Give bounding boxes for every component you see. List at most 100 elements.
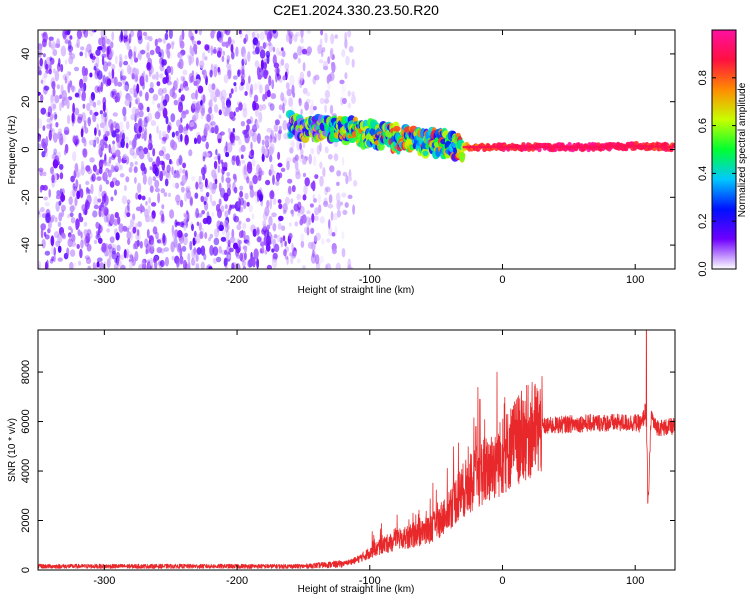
- spectrogram-noise-cell: [133, 92, 136, 98]
- spectrogram-noise-cell: [351, 91, 355, 96]
- spectrogram-noise-cell: [345, 175, 349, 185]
- spectrogram-noise-cell: [99, 139, 105, 147]
- spectrogram-noise-cell: [249, 256, 255, 266]
- spectrogram-noise-cell: [223, 74, 229, 84]
- spectrogram-noise-cell: [213, 66, 218, 78]
- spectrogram-noise-cell: [113, 243, 117, 250]
- spectrogram-noise-cell: [161, 130, 167, 138]
- spectrogram-noise-cell: [326, 75, 330, 84]
- spectrogram-noise-cell: [70, 190, 73, 198]
- spectrogram-noise-cell: [226, 66, 232, 76]
- spectrogram-noise-cell: [111, 31, 115, 41]
- spectrogram-noise-cell: [138, 102, 144, 111]
- spectrogram-noise-cell: [297, 212, 301, 217]
- spectrogram-noise-cell: [279, 78, 283, 83]
- spectrogram-noise-cell: [101, 206, 105, 218]
- spectrogram-noise-cell: [268, 41, 272, 47]
- spectrogram-noise-cell: [122, 225, 128, 232]
- spectrogram-noise-cell: [179, 83, 184, 91]
- spectrogram-noise-cell: [126, 199, 131, 205]
- spectrogram-noise-cell: [102, 101, 106, 112]
- spectrogram-noise-cell: [231, 262, 237, 268]
- spectrogram-noise-cell: [183, 126, 187, 132]
- spectrogram-noise-cell: [311, 180, 316, 192]
- spectrogram-noise-cell: [195, 253, 199, 262]
- spectrogram-noise-cell: [263, 58, 268, 66]
- spectrogram-noise-cell: [120, 30, 124, 42]
- spectrogram-noise-cell: [222, 166, 228, 172]
- spectrogram-noise-cell: [288, 252, 294, 257]
- spectrogram-noise-cell: [115, 55, 118, 65]
- spectrogram-noise-cell: [116, 244, 121, 252]
- spectrogram-noise-cell: [263, 231, 267, 237]
- spectrogram-noise-cell: [277, 151, 281, 160]
- spectrogram-noise-cell: [58, 163, 64, 170]
- spectrogram-noise-cell: [237, 69, 241, 77]
- spectrogram-noise-cell: [193, 246, 197, 255]
- spectrogram-noise-cell: [238, 239, 242, 245]
- spectrogram-noise-cell: [266, 89, 271, 98]
- spectrogram-noise-cell: [226, 181, 231, 190]
- spectrogram-noise-cell: [100, 114, 104, 119]
- spectrogram-noise-cell: [65, 97, 70, 102]
- spectrogram-noise-cell: [312, 76, 317, 85]
- spectrogram-noise-cell: [205, 178, 208, 188]
- spectrogram-noise-cell: [178, 58, 184, 70]
- spectrogram-noise-cell: [53, 132, 58, 143]
- spectrogram-noise-cell: [114, 180, 120, 187]
- spectrogram-noise-cell: [265, 179, 271, 186]
- spectrogram-noise-cell: [271, 170, 276, 176]
- spectrogram-noise-cell: [276, 234, 282, 243]
- spectrogram-noise-cell: [351, 94, 356, 104]
- spectrogram-noise-cell: [301, 48, 308, 55]
- spectrogram-noise-cell: [213, 46, 217, 54]
- spectrogram-noise-cell: [226, 63, 232, 69]
- spectrogram-noise-cell: [250, 83, 254, 95]
- spectrogram-noise-cell: [259, 31, 265, 41]
- spectrogram-noise-cell: [216, 256, 222, 263]
- spectrogram-noise-cell: [214, 125, 219, 135]
- spectrogram-noise-cell: [139, 241, 143, 249]
- spectrogram-noise-cell: [182, 235, 188, 246]
- spectrogram-noise-cell: [148, 157, 153, 163]
- spectrogram-noise-cell: [133, 166, 138, 174]
- spectrogram-noise-cell: [231, 228, 235, 240]
- spectrogram-noise-cell: [134, 176, 137, 184]
- spectrogram-noise-cell: [80, 165, 85, 176]
- spectrogram-noise-cell: [281, 50, 286, 58]
- spectrogram-noise-cell: [199, 60, 205, 69]
- spectrogram-noise-cell: [93, 66, 97, 71]
- spectrogram-noise-cell: [128, 33, 132, 44]
- spectrogram-noise-cell: [219, 90, 223, 101]
- spectrogram-noise-cell: [96, 99, 101, 106]
- spectrogram-noise-cell: [133, 84, 136, 93]
- spectrogram-noise-cell: [323, 98, 330, 104]
- spectrogram-noise-cell: [44, 234, 50, 240]
- spectrogram-noise-cell: [79, 51, 83, 57]
- spectrogram-noise-cell: [139, 75, 145, 87]
- spectrogram-noise-cell: [232, 181, 236, 192]
- spectrogram-noise-cell: [116, 257, 121, 268]
- spectrogram-noise-cell: [201, 210, 205, 215]
- spectrogram-noise-cell: [52, 68, 56, 74]
- spectrogram-noise-cell: [263, 42, 268, 48]
- spectrogram-noise-cell: [77, 88, 81, 99]
- spectrogram-noise-cell: [79, 188, 84, 199]
- spectrogram-noise-cell: [287, 178, 293, 184]
- spectrogram-noise-cell: [273, 62, 280, 69]
- spectrogram-noise-cell: [239, 190, 244, 198]
- spectrogram-noise-cell: [132, 152, 137, 159]
- spectrogram-noise-cell: [69, 35, 73, 40]
- spectrogram-noise-cell: [69, 205, 75, 213]
- spectrogram-noise-cell: [348, 45, 354, 53]
- spectrogram-noise-cell: [98, 129, 101, 137]
- spectrogram-noise-cell: [70, 228, 74, 234]
- spectrogram-noise-cell: [280, 58, 285, 66]
- spectrogram-noise-cell: [99, 184, 103, 192]
- spectrogram-noise-cell: [278, 129, 283, 135]
- spectrogram-noise-cell: [313, 198, 317, 203]
- spectrogram-noise-cell: [257, 235, 261, 243]
- spectrogram-noise-cell: [180, 133, 183, 142]
- spectrogram-noise-cell: [306, 30, 312, 35]
- spectrogram-noise-cell: [268, 75, 272, 87]
